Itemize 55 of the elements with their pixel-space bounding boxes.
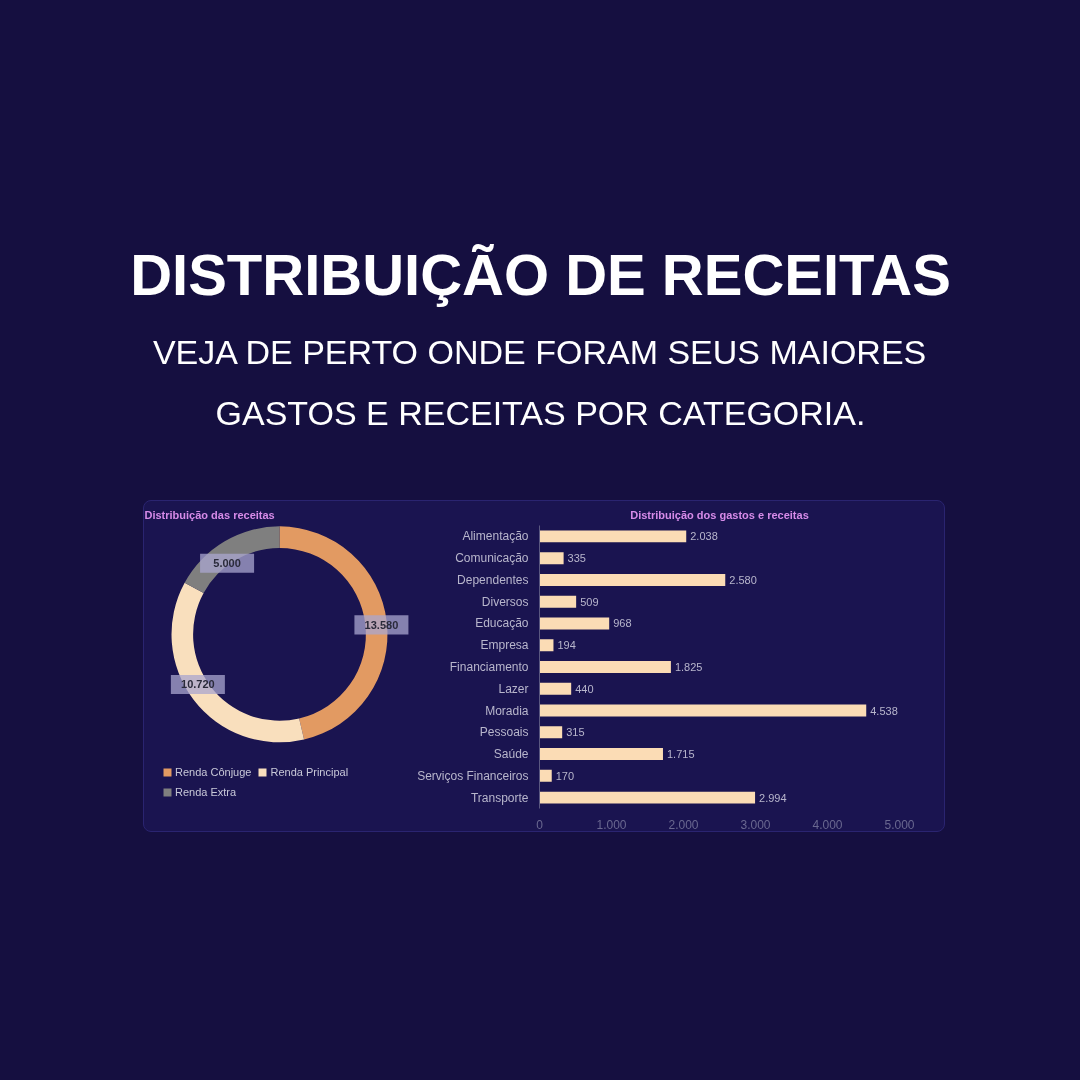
text: VEJA DE PERTO ONDE FORAM SEUS MAIORES GASTOS E RECEITAS POR CATEGORIA.: [152, 333, 927, 433]
bar: [539, 552, 564, 565]
data-label: 1.825: [674, 661, 703, 673]
bar: [539, 661, 671, 673]
x-tick-label: 3.000: [740, 817, 771, 832]
y-tick-label: Comunicação: [455, 551, 529, 566]
y-tick-label: Transporte: [470, 790, 529, 805]
legend-label: Renda Principal: [270, 766, 349, 778]
x-tick-label: 5.000: [884, 817, 915, 832]
data-label: 4.538: [870, 704, 898, 717]
y-tick-label: Moradia: [485, 703, 529, 718]
bar: [539, 748, 663, 761]
data-label: 968: [613, 617, 632, 630]
y-tick-label: Alimentação: [462, 529, 529, 544]
y-tick-label: Diversos: [481, 594, 529, 609]
x-tick-label: 1.000: [596, 817, 627, 832]
x-tick-label: 0: [536, 817, 544, 832]
data-label: 509: [580, 595, 599, 608]
data-label: 2.580: [729, 573, 757, 586]
x-tick-label: 4.000: [812, 817, 843, 832]
data-label: 1.715: [666, 748, 695, 761]
y-tick-label: Pessoais: [479, 725, 529, 740]
y-tick-label: Lazer: [498, 681, 529, 696]
bar: [539, 595, 577, 608]
y-tick-label: Serviços Financeiros: [417, 768, 529, 783]
legend-label: Renda Extra: [175, 786, 237, 798]
y-tick-label: Financiamento: [449, 660, 529, 674]
y-tick-label: Dependentes: [457, 572, 529, 587]
chart-title: Distribuição dos gastos e receitas: [630, 508, 809, 521]
x-tick-label: 2.000: [668, 817, 699, 832]
bar: [539, 791, 756, 804]
bar: [539, 769, 552, 782]
bar: [539, 617, 610, 630]
bar: [539, 573, 726, 586]
bar: [539, 530, 687, 543]
data-label: 440: [575, 682, 594, 695]
bar: [539, 704, 867, 717]
data-label: 170: [555, 769, 575, 782]
data-label: 315: [566, 726, 585, 739]
bar: [539, 639, 554, 652]
bar: [539, 726, 563, 739]
data-label: 335: [567, 552, 586, 565]
text: DISTRIBUIÇÃO DE RECEITAS: [130, 242, 951, 308]
legend-label: Renda Cônjuge: [175, 766, 252, 778]
y-tick-label: Saúde: [493, 747, 529, 762]
data-label: 2.994: [759, 791, 787, 804]
data-label: 10.720: [181, 678, 215, 691]
y-tick-label: Empresa: [480, 638, 529, 653]
bar: [539, 682, 572, 695]
data-label: 5.000: [213, 557, 241, 570]
chart-title: Distribuição das receitas: [144, 508, 275, 521]
data-label: 13.580: [364, 618, 399, 631]
data-label: 194: [557, 639, 576, 652]
y-tick-label: Educação: [475, 616, 529, 631]
data-label: 2.038: [690, 530, 718, 543]
